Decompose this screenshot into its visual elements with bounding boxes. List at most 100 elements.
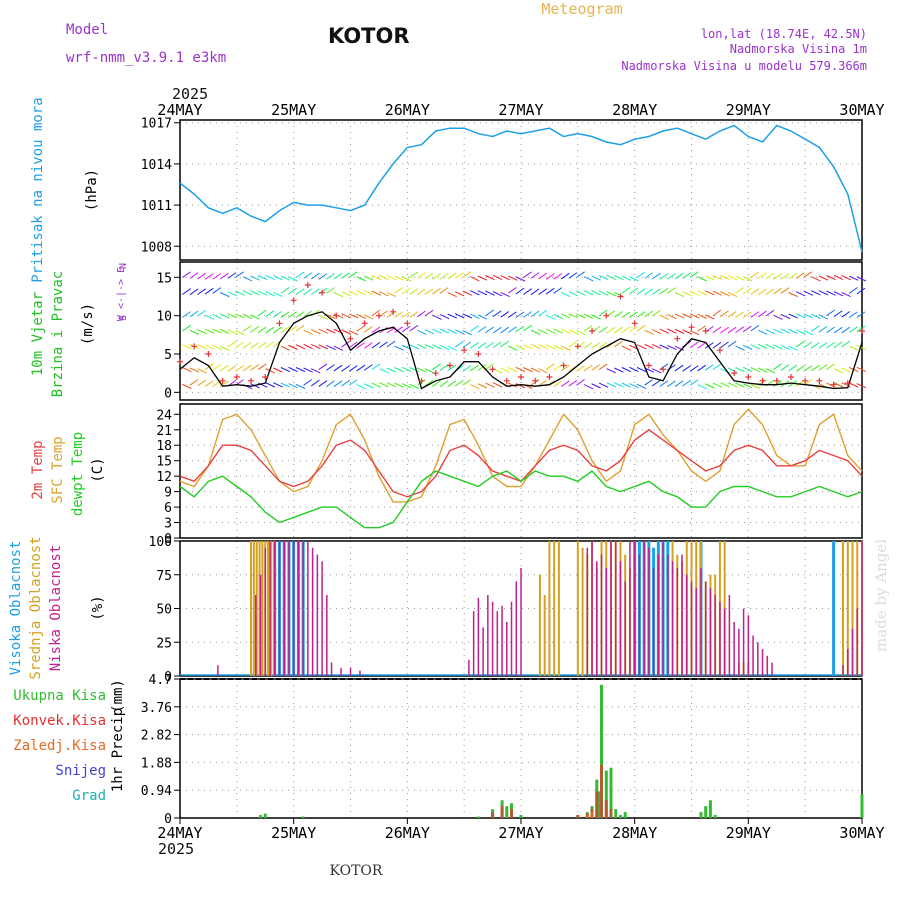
wind-barb xyxy=(257,275,268,281)
precip-conv-bar xyxy=(604,800,608,818)
y-tick-label: 5 xyxy=(164,348,172,363)
wind-barb xyxy=(720,341,729,349)
precip-total-bar xyxy=(519,815,523,818)
wind-barb xyxy=(189,272,199,279)
precip-total-bar xyxy=(713,815,717,818)
wind-barb xyxy=(462,271,472,278)
y-tick-label: 3.76 xyxy=(141,701,172,716)
year-top: 2025 xyxy=(172,85,208,103)
wind-barb xyxy=(288,366,298,373)
wind-barb xyxy=(667,273,676,280)
wind-barb xyxy=(273,291,283,298)
wind-barb xyxy=(682,272,691,279)
wind-barb xyxy=(629,287,638,295)
wind-barb xyxy=(447,292,457,298)
pressure-axis-label: Pritisak na nivou mora xyxy=(30,97,46,282)
wind-barb xyxy=(227,340,237,348)
wind-barb xyxy=(356,384,366,390)
wind-barb xyxy=(576,379,585,386)
wind-barb xyxy=(727,311,737,318)
wind-gust-mark xyxy=(446,362,453,369)
wind-barb xyxy=(454,291,465,297)
wind-barb xyxy=(409,271,419,279)
wind-axis-sublabel: Brzina i Pravac xyxy=(50,271,66,397)
wind-barb xyxy=(705,383,715,389)
station-title: KOTOR xyxy=(328,24,410,48)
wind-gust-mark xyxy=(645,362,652,369)
wind-barb xyxy=(697,313,707,319)
y-tick-label: 6 xyxy=(164,501,172,516)
wind-barb xyxy=(447,364,457,372)
wind-barb xyxy=(477,383,488,389)
year-bottom: 2025 xyxy=(158,840,194,858)
wind-barb xyxy=(447,328,457,334)
wind-barb xyxy=(303,329,313,335)
wind-gust-mark xyxy=(830,381,837,388)
wind-barb xyxy=(803,341,813,349)
wind-barb xyxy=(651,343,662,350)
wind-barb xyxy=(689,365,699,372)
wind-barb xyxy=(818,364,828,371)
wind-barb xyxy=(720,291,730,297)
wind-barb xyxy=(250,325,260,333)
temp-axis-label: 2m Temp xyxy=(30,440,46,499)
wind-barb xyxy=(182,288,191,295)
wind-barb xyxy=(280,311,290,319)
wind-barb xyxy=(507,287,517,294)
wind-barb xyxy=(818,275,829,281)
wind-barb xyxy=(704,364,714,371)
wind-barb xyxy=(833,341,843,349)
wind-barb xyxy=(727,291,738,298)
wind-barb xyxy=(220,328,230,334)
x-tick-label-top: 28MAY xyxy=(612,101,657,119)
wind-barb xyxy=(227,291,238,297)
wind-barb xyxy=(485,326,494,334)
wind-barb xyxy=(553,364,563,371)
precip-axis-label: 1hr Precip xyxy=(110,708,126,792)
y-tick-label: 100 xyxy=(149,535,172,550)
wind-barb xyxy=(364,275,374,281)
wind-barb xyxy=(432,314,442,320)
wind-barb xyxy=(614,367,624,373)
wind-gust-mark xyxy=(361,320,368,327)
compass-s: S xyxy=(118,315,129,321)
wind-barb xyxy=(644,310,654,318)
wind-barb xyxy=(568,329,579,335)
wind-barb xyxy=(364,314,374,320)
wind-barb xyxy=(318,273,328,280)
wind-barb xyxy=(704,342,714,349)
y-tick-label: 4.7 xyxy=(149,673,172,688)
wind-barb xyxy=(788,364,798,372)
wind-barb xyxy=(758,329,768,335)
y-tick-label: 2.82 xyxy=(141,729,172,744)
wind-barb xyxy=(371,275,382,281)
wind-barb xyxy=(576,271,585,278)
wind-barb xyxy=(826,275,836,281)
wind-barb xyxy=(621,311,631,319)
wind-barb xyxy=(598,341,608,349)
wind-barb xyxy=(826,309,835,317)
wind-barb xyxy=(705,314,715,320)
y-tick-label: 15 xyxy=(156,455,172,470)
wind-barb xyxy=(773,380,782,387)
wind-barb xyxy=(310,368,321,374)
wind-barb xyxy=(621,382,632,388)
wind-barb xyxy=(348,271,358,278)
wind-barb xyxy=(538,309,547,317)
wind-barb xyxy=(318,328,329,334)
wind-barb xyxy=(288,311,297,319)
wind-gust-mark xyxy=(461,347,468,354)
wind-gust-mark xyxy=(177,358,183,365)
wind-barb xyxy=(507,311,517,319)
wind-barb xyxy=(409,324,419,332)
wind-barb xyxy=(841,326,851,334)
wind-barb xyxy=(189,310,199,318)
wind-barb xyxy=(712,309,722,317)
precip-legend-item: Konvek.Kisa xyxy=(13,713,106,729)
wind-barb xyxy=(841,275,851,281)
wind-barb xyxy=(485,341,494,349)
x-tick-label-bottom: 28MAY xyxy=(612,824,657,842)
wind-barb xyxy=(477,342,487,349)
wind-barb xyxy=(803,330,814,336)
wind-barb xyxy=(727,340,737,348)
